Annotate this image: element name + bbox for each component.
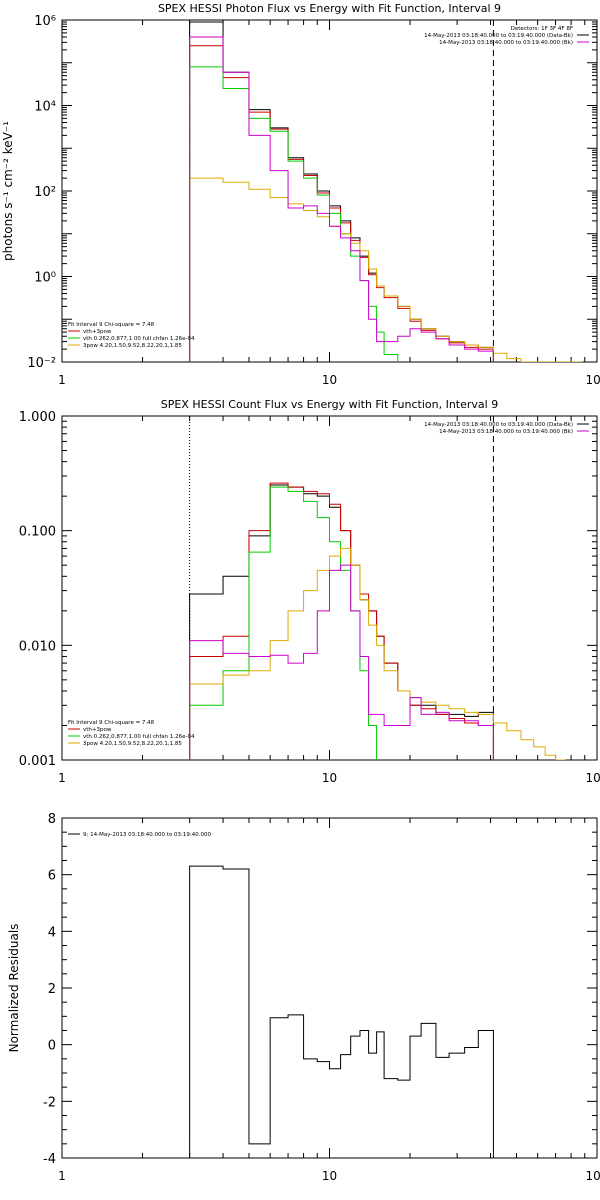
legend-top-right-entry: 14-May-2013 03:18:40.000 to 03:19:40.000…	[424, 33, 573, 39]
series-group	[189, 865, 494, 1158]
x-tick-label: 1	[58, 771, 66, 785]
y-tick-label: 10⁰	[34, 271, 56, 286]
y-tick-label: 2	[48, 982, 56, 997]
legend-bottom-left-entry: 3pow 4.20,1.50,9.52,8.22,20.1,1.85	[83, 343, 182, 349]
x-tick-label: 100	[586, 771, 600, 785]
series-line-4	[189, 177, 583, 362]
legend-bottom-left-entry: 3pow 4.20,1.50,9.52,8.22,20.1,1.85	[83, 741, 182, 747]
y-tick-label: 10⁻²	[27, 356, 56, 371]
series-group	[189, 482, 566, 760]
y-axis-label: Normalized Residuals	[7, 924, 21, 1053]
chart-panel-1: SPEX HESSI Photon Flux vs Energy with Fi…	[1, 2, 600, 387]
y-axis-label: photons s⁻¹ cm⁻² keV⁻¹	[1, 121, 15, 261]
legend-bottom-left-entry: Fit Interval 9 Chi-square = 7.48	[68, 322, 155, 328]
x-tick-label: 10	[322, 1169, 337, 1183]
y-tick-label: 6	[48, 869, 56, 884]
series-line-1	[189, 484, 494, 760]
legend-bottom-left-entry: vth+3pow	[83, 727, 112, 733]
y-tick-label: 0	[48, 1039, 56, 1054]
legend-top-right-entry: 14-May-2013 03:18:40.000 to 03:19:40.000…	[439, 40, 573, 46]
x-tick-label: 1	[58, 1169, 66, 1183]
y-tick-label: 8	[48, 812, 56, 827]
series-line-5	[189, 564, 494, 760]
legend-top-left-entry: 9: 14-May-2013 03:18:40.000 to 03:19:40.…	[83, 832, 212, 838]
series-line-5	[189, 36, 494, 362]
x-tick-label: 10	[322, 373, 337, 387]
chart-title: SPEX HESSI Count Flux vs Energy with Fit…	[161, 398, 498, 411]
chart-panel-2: SPEX HESSI Count Flux vs Energy with Fit…	[19, 398, 600, 785]
x-tick-label: 100	[586, 1169, 600, 1183]
series-line-3	[189, 66, 399, 362]
y-tick-label: 0.010	[19, 639, 56, 654]
legend-bottom-left-entry: vth 0.262,0.877,1.00 full chfan 1.26e-04	[83, 734, 195, 740]
x-tick-label: 100	[586, 373, 600, 387]
series-line-1	[189, 21, 494, 362]
chart-title: SPEX HESSI Photon Flux vs Energy with Fi…	[158, 2, 501, 15]
x-tick-label: 1	[58, 373, 66, 387]
y-tick-label: 10⁶	[34, 14, 56, 29]
plot-frame	[61, 817, 598, 1159]
y-tick-label: 10⁴	[34, 100, 56, 115]
series-line-3	[189, 486, 378, 760]
y-tick-label: 0.100	[19, 525, 56, 540]
x-tick-label: 10	[322, 771, 337, 785]
legend-top-right-entry: Detectors: 1F 3F 4F 8F	[511, 26, 573, 32]
series-line-4	[189, 547, 566, 760]
y-tick-label: 1.000	[19, 410, 56, 425]
legend-bottom-left-entry: vth 0.262,0.877,1.00 full chfan 1.26e-04	[83, 336, 195, 342]
y-tick-label: 4	[48, 925, 56, 940]
series-line-2	[189, 482, 494, 760]
chart-panel-3: Normalized Residuals 1 10 100 -4 -2 0 2 4 6 8 9: 14…	[7, 812, 600, 1183]
y-tick-label: 0.001	[19, 754, 56, 769]
series-group	[189, 21, 583, 362]
series-line-1	[189, 865, 494, 1158]
y-tick-label: 10²	[34, 185, 56, 200]
series-line-2	[189, 45, 494, 362]
legend-top-right-entry: 14-May-2013 03:18:40.000 to 03:19:40.000…	[424, 422, 573, 428]
y-tick-label: -4	[43, 1152, 56, 1167]
legend-bottom-left-entry: vth+3pow	[83, 329, 112, 335]
legend-top-right-entry: 14-May-2013 03:18:40.000 to 03:19:40.000…	[439, 429, 573, 435]
legend-bottom-left-entry: Fit Interval 9 Chi-square = 7.48	[68, 720, 155, 726]
y-tick-label: -2	[43, 1095, 56, 1110]
